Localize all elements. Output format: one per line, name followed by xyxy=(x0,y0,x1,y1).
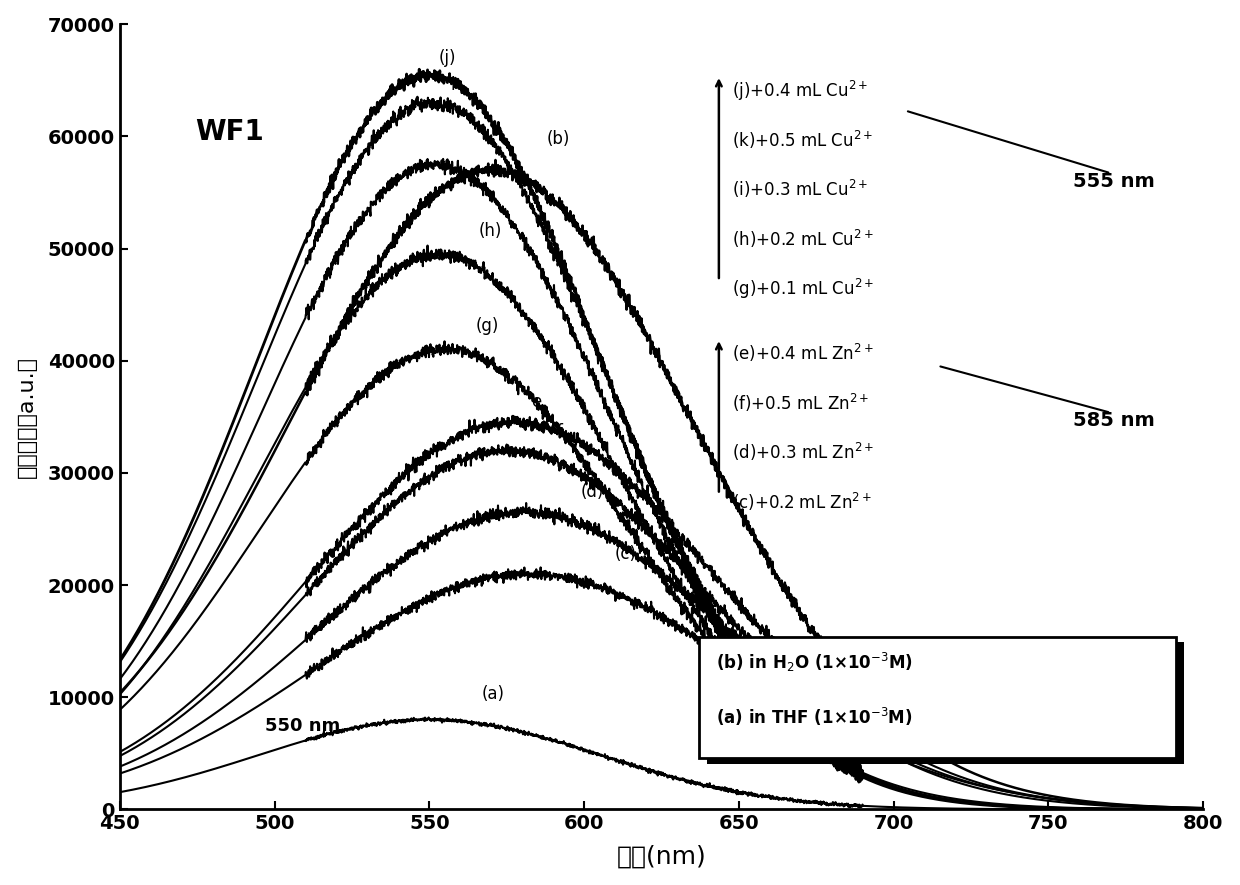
Text: 550 nm: 550 nm xyxy=(265,717,341,735)
Text: (a) in THF (1×10$^{-3}$M): (a) in THF (1×10$^{-3}$M) xyxy=(715,705,913,727)
Text: f: f xyxy=(557,423,562,442)
Text: WF1: WF1 xyxy=(196,119,264,146)
Text: (f)+0.5 mL Zn$^{2+}$: (f)+0.5 mL Zn$^{2+}$ xyxy=(732,392,869,414)
Text: (j): (j) xyxy=(439,49,456,66)
Text: (h): (h) xyxy=(479,221,502,240)
FancyBboxPatch shape xyxy=(707,643,1184,764)
Text: (b) in H$_2$O (1×10$^{-3}$M): (b) in H$_2$O (1×10$^{-3}$M) xyxy=(715,650,913,673)
Text: (b): (b) xyxy=(547,129,570,148)
Text: (h)+0.2 mL Cu$^{2+}$: (h)+0.2 mL Cu$^{2+}$ xyxy=(732,227,873,250)
Text: (e)+0.4 mL Zn$^{2+}$: (e)+0.4 mL Zn$^{2+}$ xyxy=(732,342,874,365)
Text: e: e xyxy=(532,393,542,412)
Text: (i)+0.3 mL Cu$^{2+}$: (i)+0.3 mL Cu$^{2+}$ xyxy=(732,178,868,200)
Text: (d)+0.3 mL Zn$^{2+}$: (d)+0.3 mL Zn$^{2+}$ xyxy=(732,441,874,463)
Text: (g)+0.1 mL Cu$^{2+}$: (g)+0.1 mL Cu$^{2+}$ xyxy=(732,277,874,301)
Text: (d): (d) xyxy=(582,483,604,501)
X-axis label: 波长(nm): 波长(nm) xyxy=(616,844,707,868)
FancyBboxPatch shape xyxy=(699,636,1176,758)
Text: (k)+0.5 mL Cu$^{2+}$: (k)+0.5 mL Cu$^{2+}$ xyxy=(732,128,873,150)
Text: (j)+0.4 mL Cu$^{2+}$: (j)+0.4 mL Cu$^{2+}$ xyxy=(732,79,868,104)
Text: k: k xyxy=(451,76,461,94)
Text: (c): (c) xyxy=(615,544,637,563)
Text: 585 nm: 585 nm xyxy=(1073,412,1154,430)
Text: 555 nm: 555 nm xyxy=(1073,172,1154,190)
Text: (a): (a) xyxy=(482,685,505,703)
Text: (g): (g) xyxy=(476,317,500,335)
Text: (c)+0.2 mL Zn$^{2+}$: (c)+0.2 mL Zn$^{2+}$ xyxy=(732,490,872,512)
Y-axis label: 荧光强度（a.u.）: 荧光强度（a.u.） xyxy=(16,356,37,478)
